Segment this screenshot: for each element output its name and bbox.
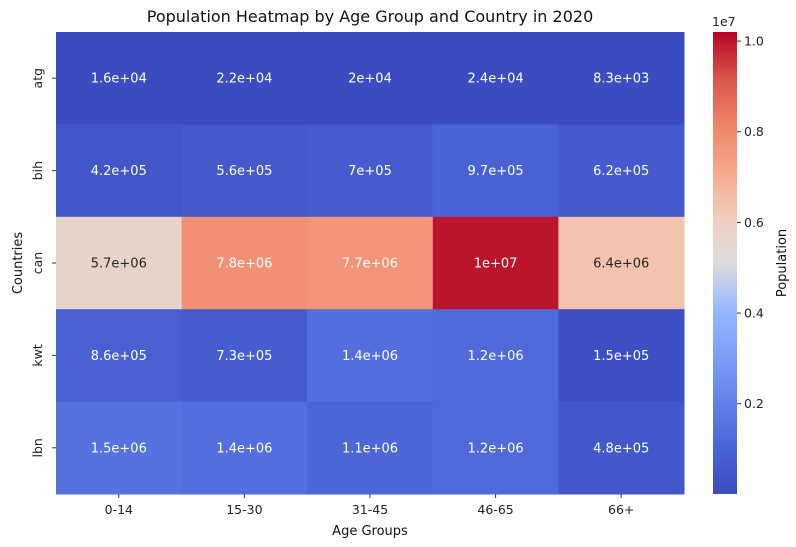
heatmap-cell bbox=[56, 124, 183, 218]
cell-annotation: 2.2e+04 bbox=[216, 72, 272, 87]
heatmap-cell bbox=[307, 124, 434, 218]
x-tick-label: 46-65 bbox=[477, 502, 513, 517]
heatmap-cell bbox=[56, 32, 183, 125]
cell-annotation: 5.6e+05 bbox=[216, 164, 272, 179]
cell-annotation: 1.2e+06 bbox=[468, 441, 524, 456]
cell-annotation: 1.1e+06 bbox=[342, 441, 398, 456]
heatmap-cells: 1.6e+04 2.2e+04 2e+04 2.4e+04 8.3e+03 4.2e+05… bbox=[56, 32, 685, 495]
x-tick-label: 31-45 bbox=[352, 502, 388, 517]
x-tick-label: 15-30 bbox=[226, 502, 262, 517]
cell-annotation: 1.4e+06 bbox=[216, 441, 272, 456]
heatmap-cell bbox=[558, 32, 685, 125]
x-tick-label: 0-14 bbox=[105, 502, 133, 517]
cell-annotation: 6.4e+06 bbox=[593, 257, 649, 272]
cell-annotation: 8.3e+03 bbox=[593, 72, 649, 87]
colorbar-label: Population bbox=[775, 229, 790, 297]
heatmap-cell bbox=[558, 309, 685, 403]
cell-annotation: 2.4e+04 bbox=[468, 72, 524, 87]
y-tick-label: bih bbox=[30, 161, 45, 180]
y-tick-label: lbn bbox=[30, 438, 45, 457]
heatmap-cell bbox=[307, 401, 434, 495]
colorbar: 0.2 0.4 0.6 0.8 1.0 bbox=[713, 32, 764, 494]
heatmap-cell bbox=[181, 124, 308, 218]
cell-annotation: 1.2e+06 bbox=[468, 349, 524, 364]
heatmap-cell bbox=[181, 401, 308, 495]
cell-annotation: 2e+04 bbox=[348, 72, 392, 87]
y-tick-label: atg bbox=[30, 68, 45, 89]
cell-annotation: 1.5e+06 bbox=[91, 441, 147, 456]
colorbar-tick-label: 0.6 bbox=[744, 215, 764, 230]
colorbar-gradient bbox=[713, 32, 737, 494]
cell-annotation: 4.2e+05 bbox=[91, 164, 147, 179]
heatmap-cell bbox=[56, 216, 183, 310]
heatmap-cell bbox=[432, 124, 559, 218]
cell-annotation: 7.7e+06 bbox=[342, 257, 398, 272]
heatmap-cell bbox=[307, 32, 434, 125]
heatmap-cell bbox=[56, 401, 183, 495]
heatmap-cell bbox=[558, 124, 685, 218]
cell-annotation: 7e+05 bbox=[348, 164, 392, 179]
cell-annotation: 1.5e+05 bbox=[593, 349, 649, 364]
colorbar-tick-label: 0.8 bbox=[744, 124, 764, 139]
heatmap-cell bbox=[432, 32, 559, 125]
y-tick-label: can bbox=[30, 252, 45, 274]
cell-annotation: 6.2e+05 bbox=[593, 164, 649, 179]
x-tick-label: 66+ bbox=[608, 502, 634, 517]
heatmap-cell bbox=[432, 309, 559, 403]
cell-annotation: 8.6e+05 bbox=[91, 349, 147, 364]
cell-annotation: 7.8e+06 bbox=[216, 257, 272, 272]
y-tick-label: kwt bbox=[30, 344, 45, 366]
heatmap-cell bbox=[181, 32, 308, 125]
heatmap-cell bbox=[558, 216, 685, 310]
colorbar-multiplier: 1e7 bbox=[712, 14, 736, 29]
heatmap-cell bbox=[56, 309, 183, 403]
heatmap-cell bbox=[307, 309, 434, 403]
colorbar-tick-label: 0.4 bbox=[744, 306, 764, 321]
colorbar-tick-label: 0.2 bbox=[744, 396, 764, 411]
y-axis: atg bih can kwt lbn bbox=[30, 68, 56, 457]
cell-annotation: 7.3e+05 bbox=[216, 349, 272, 364]
cell-annotation: 1.6e+04 bbox=[91, 72, 147, 87]
heatmap-cell bbox=[432, 401, 559, 495]
chart-title: Population Heatmap by Age Group and Coun… bbox=[147, 7, 594, 26]
cell-annotation: 1.4e+06 bbox=[342, 349, 398, 364]
cell-annotation: 1e+07 bbox=[474, 257, 518, 272]
cell-annotation: 4.8e+05 bbox=[593, 441, 649, 456]
y-axis-label: Countries bbox=[11, 232, 26, 295]
x-axis: 0-14 15-30 31-45 46-65 66+ bbox=[105, 494, 634, 517]
heatmap-cell bbox=[181, 216, 308, 310]
heatmap-cell bbox=[307, 216, 434, 310]
x-axis-label: Age Groups bbox=[332, 524, 408, 539]
colorbar-tick-label: 1.0 bbox=[744, 34, 764, 49]
cell-annotation: 9.7e+05 bbox=[468, 164, 524, 179]
heatmap-cell bbox=[432, 216, 559, 310]
heatmap-cell bbox=[558, 401, 685, 495]
heatmap-cell bbox=[181, 309, 308, 403]
cell-annotation: 5.7e+06 bbox=[91, 257, 147, 272]
